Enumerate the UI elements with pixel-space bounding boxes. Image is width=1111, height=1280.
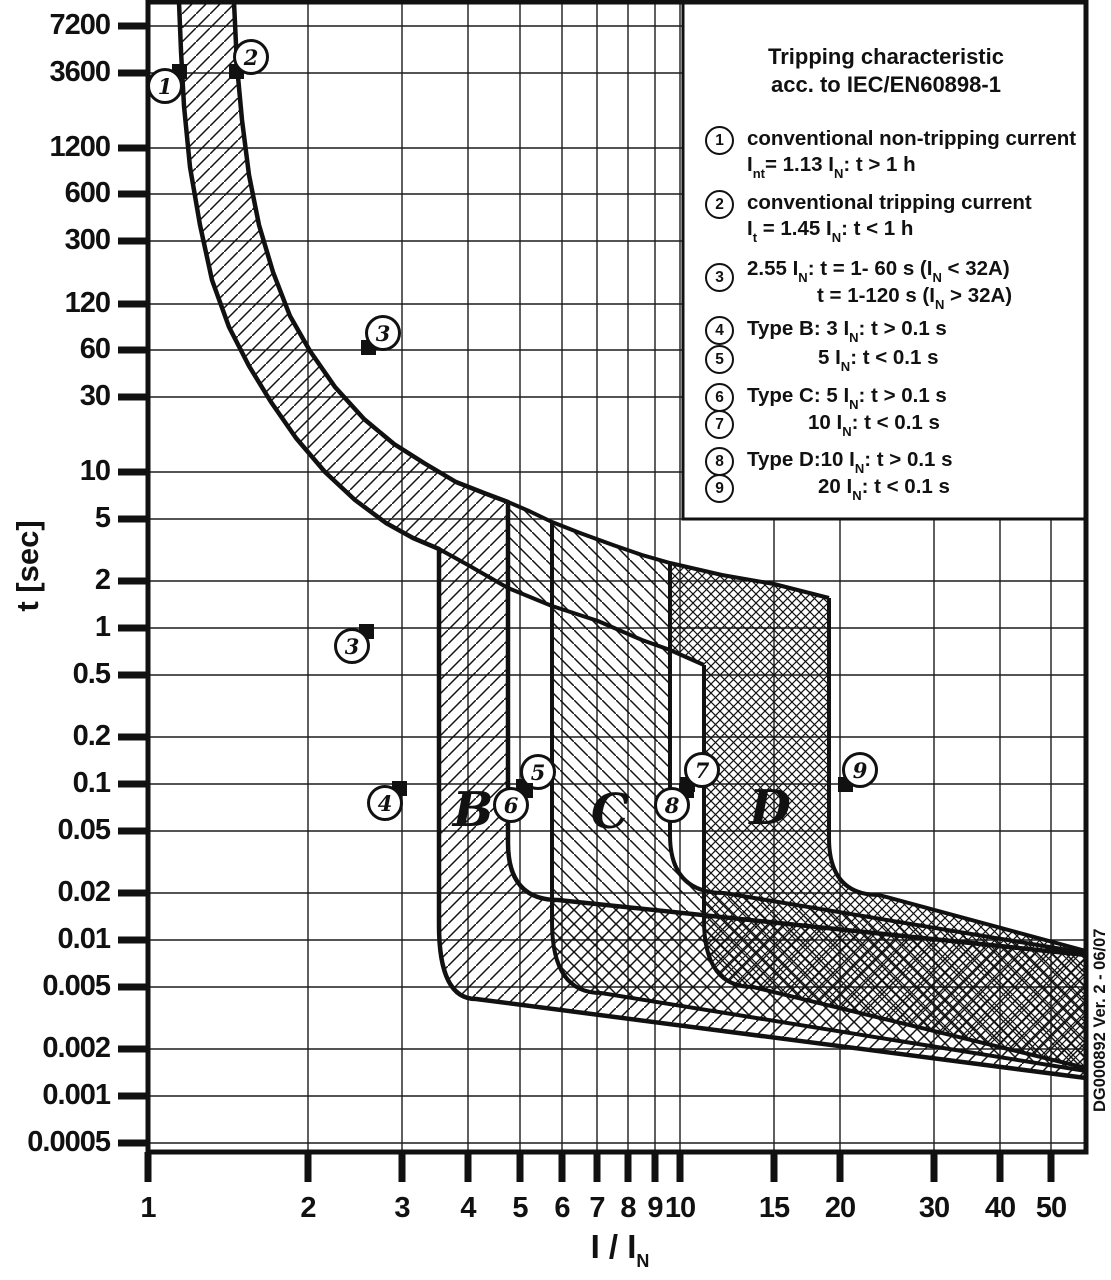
legend-box bbox=[681, 0, 1088, 521]
x-tick-label: 4 bbox=[460, 1192, 476, 1224]
y-tick-label: 1200 bbox=[49, 131, 111, 163]
type-d-min-limit-line bbox=[702, 665, 1087, 1070]
y-tick-label: 30 bbox=[79, 380, 111, 412]
legend-item-5-line1: 5 IN: t < 0.1 s bbox=[818, 346, 939, 374]
legend-num-3: 3 bbox=[705, 263, 734, 292]
legend-num-8: 8 bbox=[705, 447, 734, 476]
x-tick-label: 20 bbox=[824, 1192, 856, 1224]
legend-num-6: 6 bbox=[705, 383, 734, 412]
plot-frame bbox=[145, 0, 1089, 1155]
y-tick-label: 1 bbox=[94, 611, 111, 643]
x-tick-label: 8 bbox=[620, 1192, 636, 1224]
x-tick-label: 9 bbox=[647, 1192, 663, 1224]
legend-num-4: 4 bbox=[705, 316, 734, 345]
x-tick-label: 5 bbox=[512, 1192, 528, 1224]
y-axis-tick-marks bbox=[118, 22, 148, 1147]
plot-marker-2: 2 bbox=[229, 39, 269, 79]
x-tick-label: 1 bbox=[140, 1192, 156, 1224]
x-tick-label: 7 bbox=[589, 1192, 605, 1224]
band-label-d: D bbox=[749, 780, 791, 836]
x-tick-label: 15 bbox=[758, 1192, 790, 1224]
y-tick-label: 0.5 bbox=[72, 658, 111, 690]
x-axis-title: I / IN bbox=[590, 1228, 650, 1271]
y-tick-label: 0.0005 bbox=[27, 1126, 111, 1158]
legend-item-2-line1: conventional tripping current bbox=[747, 191, 1032, 214]
x-tick-label: 2 bbox=[300, 1192, 316, 1224]
thermal-max-curve-continuation bbox=[507, 500, 830, 600]
legend-item-1-line2: Int= 1.13 IN: t > 1 h bbox=[747, 153, 916, 181]
plot-marker-7: 7 bbox=[680, 752, 720, 792]
y-axis-title: t [sec] bbox=[10, 520, 45, 612]
plot-marker-3-upper: 3 bbox=[361, 315, 401, 355]
legend-num-9: 9 bbox=[705, 474, 734, 503]
band-label-c: C bbox=[590, 784, 630, 840]
type-d-band-fill bbox=[670, 563, 1086, 1068]
document-code: DG000892 Ver. 2 - 06/07 bbox=[1091, 928, 1109, 1112]
y-tick-label: 0.1 bbox=[72, 767, 111, 799]
y-tick-label: 0.05 bbox=[57, 814, 111, 846]
legend-title-line1: Tripping characteristic bbox=[768, 44, 1004, 69]
y-tick-label: 10 bbox=[79, 455, 111, 487]
x-tick-label: 40 bbox=[984, 1192, 1016, 1224]
y-tick-label: 120 bbox=[64, 287, 111, 319]
x-tick-label: 3 bbox=[394, 1192, 410, 1224]
thermal-min-curve-continuation bbox=[438, 547, 705, 667]
legend-item-4-line1: Type B: 3 IN: t > 0.1 s bbox=[747, 317, 947, 345]
y-tick-label: 3600 bbox=[49, 56, 111, 88]
y-tick-label: 7200 bbox=[49, 9, 111, 41]
type-c-min-limit-line bbox=[550, 522, 1087, 1073]
plot-marker-8: 8 bbox=[654, 783, 694, 823]
legend-num-7: 7 bbox=[705, 410, 734, 439]
y-tick-label: 600 bbox=[64, 177, 111, 209]
y-tick-label: 2 bbox=[94, 564, 111, 596]
plot-marker-3-lower: 3 bbox=[334, 624, 374, 664]
legend-item-9-line1: 20 IN: t < 0.1 s bbox=[818, 475, 950, 503]
y-tick-label: 60 bbox=[79, 333, 111, 365]
x-tick-label: 6 bbox=[554, 1192, 570, 1224]
y-tick-label: 0.01 bbox=[57, 923, 111, 955]
legend-item-3-line1: 2.55 IN: t = 1- 60 s (IN < 32A) bbox=[747, 257, 1010, 285]
y-tick-label: 5 bbox=[94, 502, 111, 534]
y-tick-label: 0.02 bbox=[57, 876, 111, 908]
band-label-b: B bbox=[452, 782, 494, 838]
legend-item-6-line1: Type C: 5 IN: t > 0.1 s bbox=[747, 384, 947, 412]
y-tick-label: 300 bbox=[64, 224, 111, 256]
y-tick-label: 0.002 bbox=[42, 1032, 111, 1064]
legend-num-5: 5 bbox=[705, 345, 734, 374]
plot-marker-6: 6 bbox=[493, 783, 533, 823]
legend-item-1-line1: conventional non-tripping current bbox=[747, 127, 1077, 150]
thermal-min-curve bbox=[176, 1, 1087, 1081]
type-c-max-limit-line bbox=[668, 563, 1087, 955]
x-axis-tick-marks bbox=[144, 1152, 1055, 1182]
plot-marker-1: 1 bbox=[147, 64, 187, 104]
x-tick-label: 50 bbox=[1035, 1192, 1067, 1224]
plot-marker-4: 4 bbox=[367, 781, 407, 821]
legend-item-2-line2: It = 1.45 IN: t < 1 h bbox=[747, 217, 914, 245]
legend-num-1: 1 bbox=[705, 126, 734, 155]
legend-title-line2: acc. to IEC/EN60898-1 bbox=[771, 72, 1001, 97]
legend-item-7-line1: 10 IN: t < 0.1 s bbox=[808, 411, 940, 439]
x-tick-label: 30 bbox=[918, 1192, 950, 1224]
type-d-max-limit-line bbox=[827, 598, 1087, 953]
y-tick-label: 0.005 bbox=[42, 970, 111, 1002]
legend-num-2: 2 bbox=[705, 190, 734, 219]
legend-item-3-line2: t = 1-120 s (IN > 32A) bbox=[817, 284, 1013, 312]
y-tick-label: 0.001 bbox=[42, 1079, 111, 1111]
x-tick-label: 10 bbox=[664, 1192, 696, 1224]
legend-item-8-line1: Type D:10 IN: t > 0.1 s bbox=[747, 448, 953, 476]
plot-marker-9: 9 bbox=[838, 752, 878, 792]
y-tick-label: 0.2 bbox=[72, 720, 111, 752]
